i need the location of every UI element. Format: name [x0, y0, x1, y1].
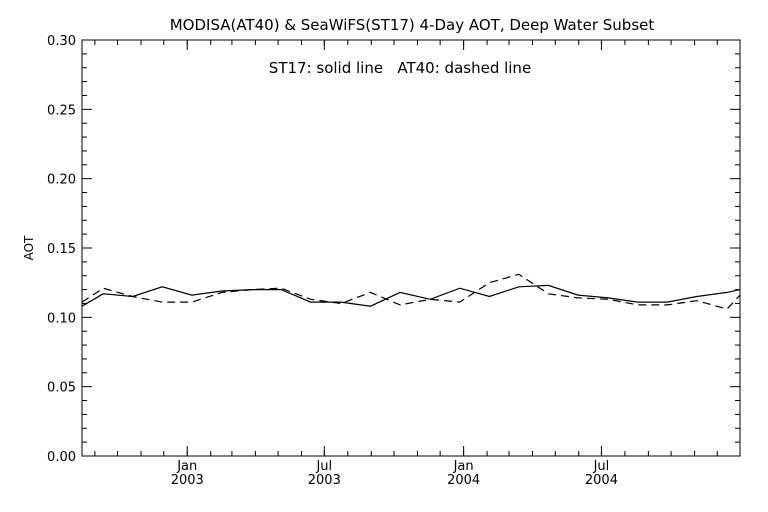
y-tick-label: 0.20	[47, 173, 76, 188]
x-tick-year: 2004	[447, 473, 480, 488]
series-line-st17	[81, 284, 741, 307]
y-tick-label: 0.05	[47, 381, 76, 396]
x-tick-month: Jan	[176, 459, 197, 474]
plot-frame	[81, 39, 741, 457]
x-tick-year: 2004	[585, 473, 618, 488]
x-tick-year: 2003	[171, 473, 204, 488]
y-tick-label: 0.00	[47, 450, 76, 465]
y-tick-label: 0.30	[47, 34, 76, 49]
series-layer	[81, 273, 741, 310]
x-tick-year: 2003	[308, 473, 341, 488]
y-tick-label: 0.10	[47, 311, 76, 326]
y-tick-label: 0.15	[47, 242, 76, 257]
x-tick-month: Jan	[453, 459, 474, 474]
x-tick-month: Jul	[315, 459, 332, 474]
legend-annotation: ST17: solid line AT40: dashed line	[269, 59, 531, 77]
x-tick-month: Jul	[593, 459, 610, 474]
y-axis: 0.00 0.05 0.10 0.15 0.20 0.25 0.30	[47, 34, 740, 465]
y-axis-label: AOT	[22, 235, 36, 260]
y-tick-label: 0.25	[47, 103, 76, 118]
chart-title: MODISA(AT40) & SeaWiFS(ST17) 4-Day AOT, …	[170, 16, 655, 34]
series-line-at40	[81, 273, 741, 310]
